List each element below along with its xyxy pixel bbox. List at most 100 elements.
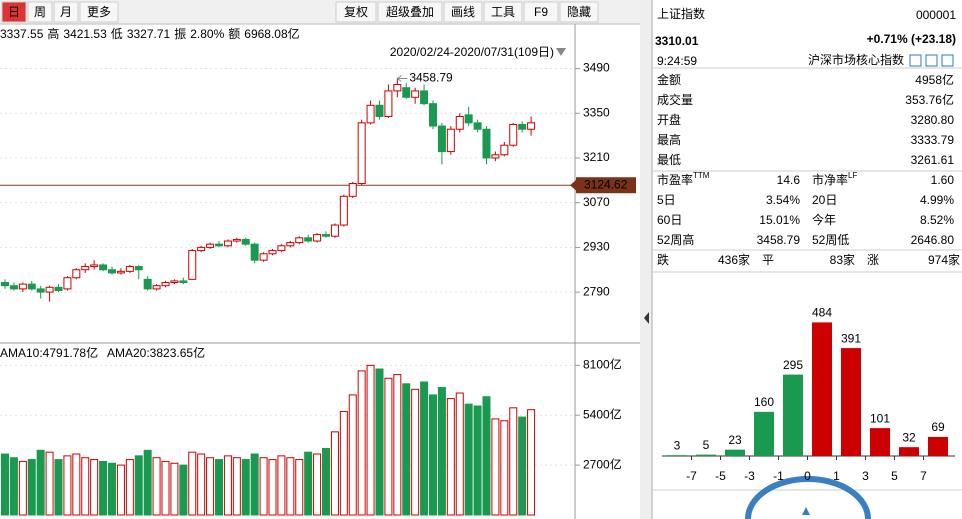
volume-bar bbox=[500, 420, 509, 516]
toolbar-button[interactable] bbox=[1, 1, 27, 23]
y-tick-label: 3350 bbox=[583, 105, 610, 119]
candle-body bbox=[286, 242, 295, 247]
candle-body bbox=[72, 269, 81, 279]
toolbar-button[interactable] bbox=[27, 1, 53, 23]
volume-bar bbox=[18, 460, 27, 516]
date-range: 2020/02/24-2020/07/31(109日) bbox=[390, 45, 554, 59]
volume-bar bbox=[375, 368, 384, 516]
volume-bar bbox=[45, 451, 54, 516]
quote-time: 9:24:59 bbox=[657, 54, 697, 68]
bar-value-label: 160 bbox=[754, 395, 774, 409]
x-tick-label: 5 bbox=[891, 469, 898, 483]
breadth-value: 83家 bbox=[830, 252, 855, 267]
metric-value: 8.52% bbox=[920, 213, 954, 227]
toolbar-label: F9 bbox=[534, 5, 548, 19]
candle-body bbox=[215, 243, 223, 247]
toolbar-button[interactable] bbox=[335, 1, 377, 23]
quote-icon[interactable] bbox=[925, 54, 938, 67]
candle-body bbox=[295, 237, 304, 244]
distribution-bar bbox=[783, 374, 803, 456]
info-item: 6968.08亿 bbox=[244, 26, 299, 41]
info-item: 振 bbox=[174, 27, 186, 41]
y-tick-label: 2700亿 bbox=[583, 456, 622, 471]
volume-bar bbox=[420, 381, 429, 516]
bar-value-label: 23 bbox=[728, 433, 742, 447]
bar-value-label: 484 bbox=[812, 306, 832, 320]
volume-bar bbox=[81, 457, 90, 516]
candle-body bbox=[357, 122, 366, 185]
candle-body bbox=[420, 90, 429, 105]
volume-bar bbox=[384, 377, 393, 516]
quote-link[interactable]: 沪深市场核心指数 bbox=[808, 52, 904, 67]
toolbar-label: 超级叠加 bbox=[386, 4, 434, 19]
volume-bar bbox=[295, 459, 304, 516]
quote-icon[interactable] bbox=[941, 54, 954, 67]
dropdown-arrow[interactable] bbox=[556, 48, 566, 56]
distribution-bar bbox=[841, 348, 861, 456]
volume-bar bbox=[509, 407, 518, 516]
candle-body bbox=[330, 224, 339, 237]
metric-name: 5日 bbox=[657, 193, 676, 207]
volume-bar bbox=[437, 387, 446, 516]
candle-body bbox=[482, 128, 491, 159]
metric-sup: LF bbox=[848, 171, 857, 180]
candle-body bbox=[455, 115, 464, 130]
candle-body bbox=[206, 243, 215, 248]
candle-body bbox=[411, 90, 420, 98]
candle-body bbox=[143, 278, 152, 290]
candle-body bbox=[402, 87, 411, 98]
ma-legend: AMA10:4791.78亿 bbox=[0, 345, 98, 360]
info-item: 3337.55 bbox=[0, 27, 44, 41]
toolbar-button[interactable] bbox=[79, 1, 119, 23]
candle-body bbox=[322, 234, 330, 237]
toolbar-button[interactable] bbox=[53, 1, 79, 23]
volume-bar bbox=[429, 394, 437, 516]
volume-bar bbox=[348, 394, 357, 516]
metric-value: 3.54% bbox=[766, 193, 800, 207]
candle-body bbox=[429, 103, 437, 127]
bar-value-label: 295 bbox=[783, 358, 803, 372]
volume-bar bbox=[134, 455, 143, 516]
quote-icon[interactable] bbox=[909, 54, 922, 67]
toolbar-button[interactable] bbox=[443, 1, 483, 23]
volume-bar bbox=[366, 364, 375, 516]
candle-body bbox=[179, 280, 188, 284]
info-item: 额 bbox=[228, 27, 240, 41]
distribution-bar bbox=[725, 449, 745, 456]
toolbar-button[interactable] bbox=[523, 1, 559, 23]
splitter-arrow[interactable] bbox=[644, 312, 649, 324]
volume-bar bbox=[304, 451, 313, 516]
splitter[interactable] bbox=[640, 0, 652, 519]
volume-bar bbox=[339, 411, 348, 516]
info-item: 低 bbox=[111, 27, 123, 41]
metric-value: 1.60 bbox=[931, 173, 955, 187]
volume-bar bbox=[206, 457, 215, 516]
y-tick-label: 3070 bbox=[583, 195, 610, 209]
volume-bar bbox=[491, 418, 500, 516]
high-arrow bbox=[397, 75, 408, 82]
volume-bar bbox=[455, 392, 464, 516]
x-tick-label: 0 bbox=[804, 469, 811, 483]
breadth-value: 974家 bbox=[928, 252, 960, 267]
toolbar-button[interactable] bbox=[559, 1, 599, 23]
candle-body bbox=[259, 253, 268, 261]
candle-body bbox=[1, 282, 9, 287]
candle-body bbox=[339, 195, 348, 226]
toolbar-button[interactable] bbox=[377, 1, 443, 23]
gauge bbox=[745, 476, 871, 519]
candle-body bbox=[277, 245, 286, 252]
candle-body bbox=[90, 264, 99, 268]
distribution-bar bbox=[754, 411, 774, 456]
volume-bar bbox=[36, 449, 45, 516]
metric-sup: TTM bbox=[693, 171, 710, 180]
toolbar-button[interactable] bbox=[483, 1, 523, 23]
bar-value-label: 69 bbox=[931, 420, 945, 434]
volume-bar bbox=[161, 460, 170, 516]
high-label: 3458.79 bbox=[409, 71, 453, 85]
distribution-bar bbox=[928, 436, 948, 456]
volume-bar bbox=[313, 453, 322, 516]
volume-bar bbox=[322, 447, 330, 516]
stat-label: 金额 bbox=[657, 72, 681, 87]
metric-label: 52周高 bbox=[657, 232, 694, 247]
stat-label: 开盘 bbox=[657, 112, 681, 127]
